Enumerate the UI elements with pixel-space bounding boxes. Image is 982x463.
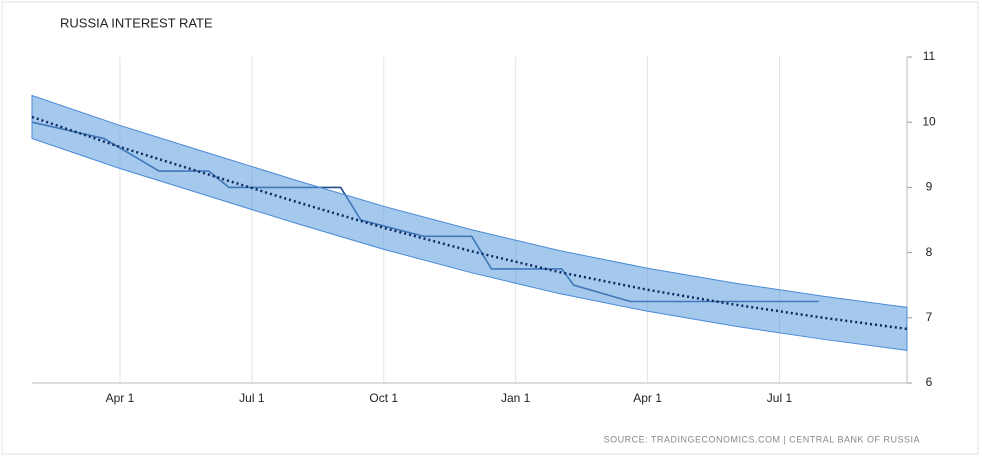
y-tick-label: 9: [926, 180, 933, 194]
source-note: SOURCE: TRADINGECONOMICS.COM | CENTRAL B…: [604, 434, 920, 444]
x-tick-label: Apr 1: [106, 391, 135, 405]
y-tick-label: 10: [922, 114, 936, 128]
chart-title: RUSSIA INTEREST RATE: [60, 15, 213, 30]
x-tick-label: Jan 1: [501, 391, 531, 405]
y-tick-label: 6: [926, 375, 933, 389]
x-tick-label: Oct 1: [369, 391, 398, 405]
chart-frame: [1, 1, 979, 455]
y-tick-label: 7: [926, 310, 933, 324]
x-tick-label: Jul 1: [239, 391, 265, 405]
y-tick-label: 11: [923, 49, 936, 63]
confidence-band: [31, 94, 908, 351]
x-tick-label: Jul 1: [767, 391, 793, 405]
y-tick-label: 8: [926, 245, 933, 259]
x-tick-label: Apr 1: [633, 391, 662, 405]
